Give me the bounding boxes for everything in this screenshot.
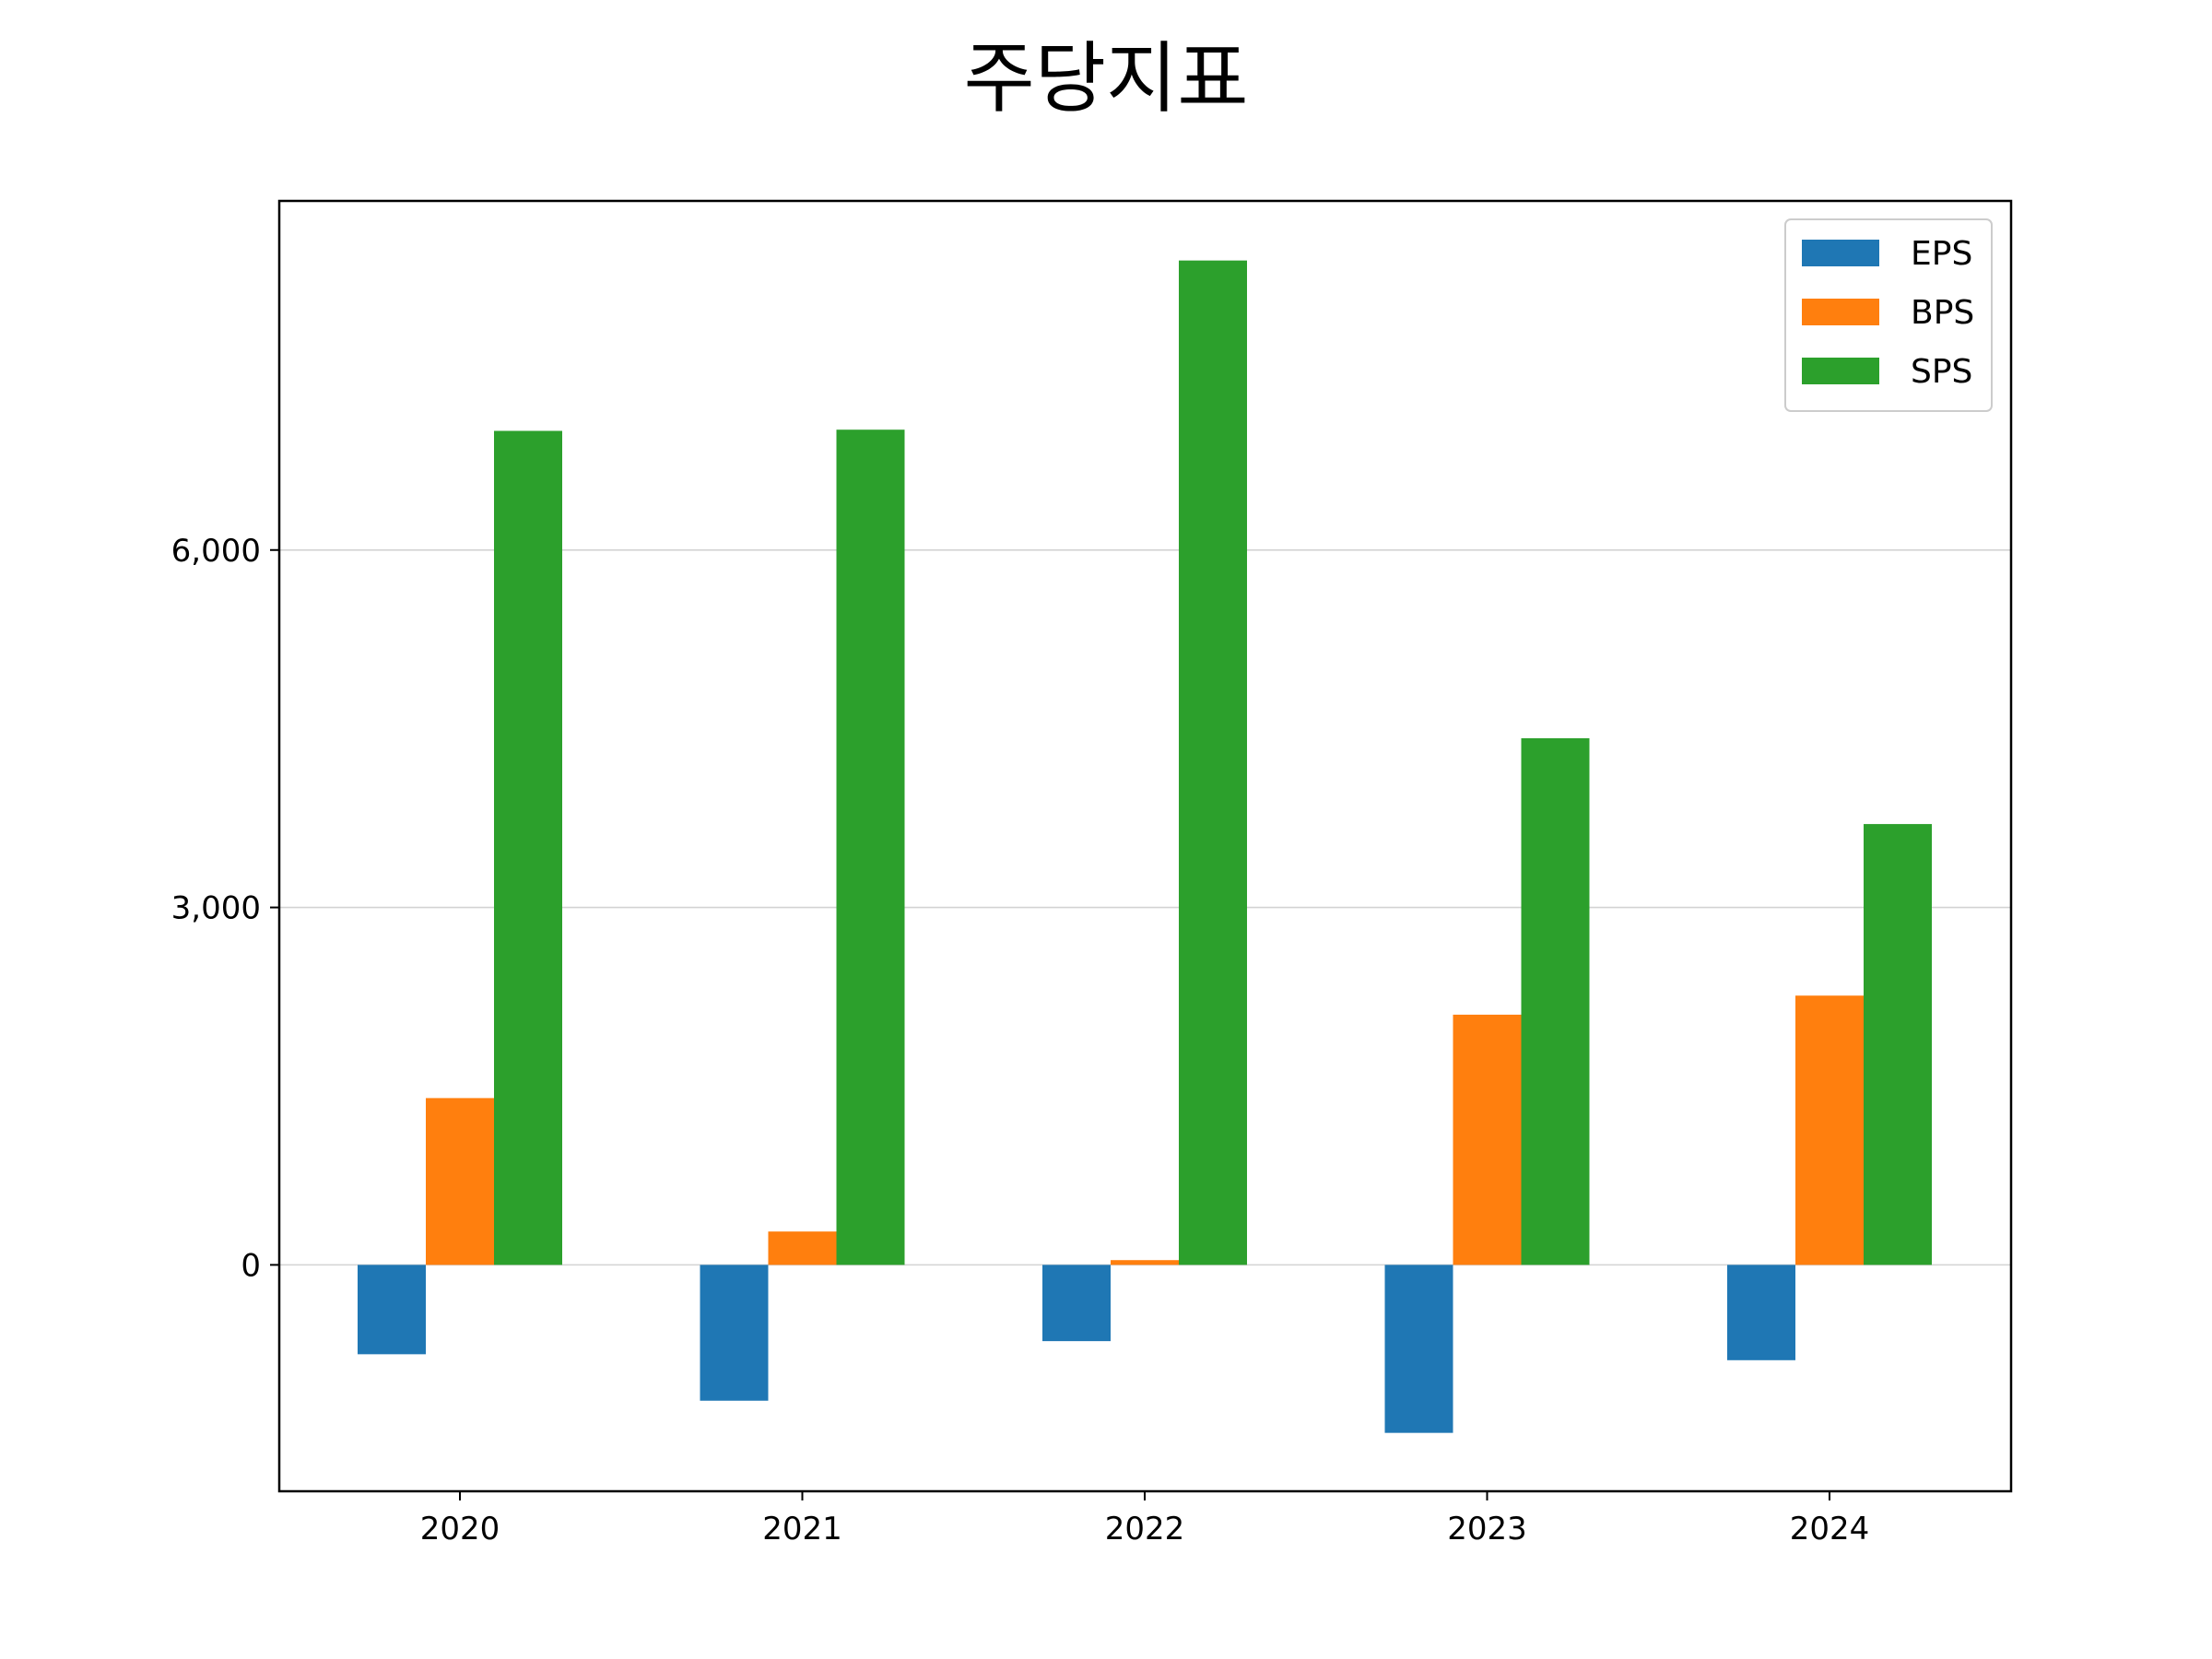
- legend-label-eps: EPS: [1911, 235, 1972, 273]
- bar-eps-2023: [1384, 1265, 1453, 1433]
- bar-bps-2022: [1111, 1260, 1179, 1265]
- x-tick-label: 2022: [1105, 1511, 1185, 1547]
- legend: EPS BPS SPS: [1784, 218, 1993, 412]
- legend-swatch-sps: [1802, 358, 1879, 384]
- bar-sps-2024: [1864, 824, 1932, 1265]
- bars: [358, 260, 1932, 1433]
- x-tick-label: 2020: [420, 1511, 500, 1547]
- legend-label-sps: SPS: [1911, 353, 1972, 391]
- chart-title: 주당지표: [963, 33, 1249, 124]
- bar-eps-2022: [1042, 1265, 1111, 1342]
- x-tick-label: 2024: [1790, 1511, 1870, 1547]
- x-tick-label: 2023: [1447, 1511, 1527, 1547]
- bar-bps-2021: [768, 1231, 837, 1265]
- grid-lines: [279, 548, 2011, 1266]
- bar-sps-2023: [1521, 738, 1590, 1265]
- bar-sps-2020: [494, 430, 562, 1265]
- x-axis: 2020 2021 2022 2023 2024: [420, 1491, 1870, 1547]
- bar-eps-2024: [1727, 1265, 1795, 1360]
- bar-sps-2022: [1179, 260, 1247, 1265]
- legend-swatch-eps: [1802, 240, 1879, 266]
- bar-eps-2021: [700, 1265, 769, 1401]
- legend-swatch-bps: [1802, 299, 1879, 325]
- bar-bps-2024: [1795, 995, 1864, 1265]
- x-tick-label: 2021: [762, 1511, 842, 1547]
- legend-label-bps: BPS: [1911, 294, 1974, 332]
- y-tick-label: 0: [241, 1247, 261, 1284]
- y-tick-label: 6,000: [171, 533, 261, 570]
- bar-eps-2020: [358, 1265, 426, 1355]
- bar-sps-2021: [836, 429, 905, 1265]
- y-tick-label: 3,000: [171, 890, 261, 927]
- y-axis: 0 3,000 6,000: [171, 533, 279, 1284]
- bar-bps-2023: [1453, 1014, 1522, 1265]
- bar-bps-2020: [426, 1098, 494, 1265]
